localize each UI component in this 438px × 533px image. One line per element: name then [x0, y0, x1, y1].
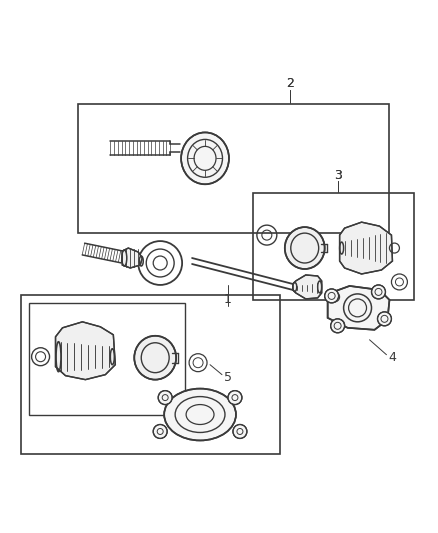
Text: 5: 5 — [224, 371, 232, 384]
Circle shape — [228, 391, 242, 405]
Text: 1: 1 — [224, 293, 232, 306]
Circle shape — [233, 424, 247, 439]
Polygon shape — [339, 222, 392, 274]
Circle shape — [153, 424, 167, 439]
Ellipse shape — [164, 389, 236, 440]
Circle shape — [158, 391, 172, 405]
Text: 2: 2 — [286, 77, 294, 90]
Circle shape — [371, 285, 385, 299]
Ellipse shape — [181, 132, 229, 184]
Text: 2: 2 — [286, 77, 294, 90]
Ellipse shape — [134, 336, 176, 379]
Polygon shape — [122, 248, 142, 268]
Ellipse shape — [285, 227, 325, 269]
Polygon shape — [56, 322, 115, 379]
Polygon shape — [293, 275, 321, 299]
Circle shape — [378, 312, 392, 326]
Circle shape — [325, 289, 339, 303]
Text: 4: 4 — [389, 351, 396, 364]
Polygon shape — [328, 286, 389, 330]
Circle shape — [331, 319, 345, 333]
Text: 3: 3 — [334, 169, 342, 182]
Text: 3: 3 — [334, 169, 342, 182]
